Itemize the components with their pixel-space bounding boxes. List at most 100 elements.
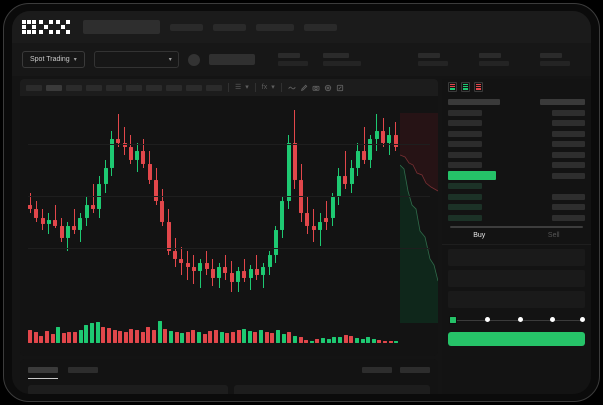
nav-item-2[interactable] — [213, 23, 246, 31]
bottom-action-1[interactable] — [362, 367, 392, 373]
chevron-down-icon: ▾ — [73, 56, 77, 63]
trading-mode-dropdown[interactable]: Spot Trading ▾ — [22, 51, 85, 68]
volume-bar — [78, 330, 83, 343]
search-input[interactable] — [83, 20, 160, 34]
timeframe-button-7[interactable] — [146, 84, 162, 91]
volume-bar — [39, 335, 44, 343]
timeframe-button-4[interactable] — [86, 84, 102, 91]
tab-sell[interactable]: Sell — [547, 232, 560, 239]
volume-bar — [230, 331, 235, 343]
orderbook-row-bid[interactable] — [448, 182, 585, 190]
nav-item-3[interactable] — [256, 23, 294, 31]
orderbook-view-bids-icon[interactable] — [461, 82, 470, 92]
volume-bar — [90, 323, 94, 343]
orderbook-row-ask[interactable] — [448, 151, 585, 159]
orderbook-row-ask[interactable] — [448, 130, 585, 138]
fullscreen-icon[interactable] — [336, 84, 344, 92]
orderbook-row-ask[interactable] — [448, 119, 585, 127]
orderbook-row-header[interactable] — [448, 98, 585, 106]
volume-bar — [191, 330, 196, 343]
ticker-stat-24h-volume — [478, 53, 509, 66]
timeframe-button-5[interactable] — [106, 84, 122, 91]
tab-buy[interactable]: Buy — [473, 232, 486, 239]
orderbook-row-ask[interactable] — [448, 161, 585, 169]
orderbook-price-cell — [448, 109, 482, 116]
orderbook-row-bid[interactable] — [448, 203, 585, 211]
orderbook-view-asks-icon[interactable] — [474, 82, 483, 92]
slider-stop-50[interactable] — [517, 317, 523, 322]
orderbook-trade-panel: Buy Sell — [442, 79, 591, 394]
orderbook-view-both-icon[interactable] — [448, 82, 457, 92]
volume-bar — [219, 332, 224, 343]
volume-bar — [304, 340, 309, 343]
ticker-stat-24h-change — [322, 53, 361, 66]
orderbook-price-cell — [448, 141, 482, 147]
orderbook-rows[interactable] — [442, 95, 591, 222]
orderbook-row-bid[interactable] — [448, 214, 585, 222]
orderbook-price-cell — [448, 193, 482, 200]
volume-bar — [197, 332, 202, 343]
line-wave-icon[interactable] — [288, 84, 296, 92]
slider-stop-25[interactable] — [485, 317, 491, 322]
chevron-down-icon: ▾ — [168, 56, 172, 63]
timeframe-button-6[interactable] — [126, 84, 142, 91]
volume-bar — [360, 338, 365, 343]
top-navigation-bar — [12, 11, 591, 43]
orderbook-last-price-row[interactable] — [448, 171, 585, 180]
timeframe-button-1[interactable] — [26, 84, 42, 91]
orderbook-row-bid[interactable] — [448, 193, 585, 201]
volume-bar — [253, 332, 258, 343]
volume-bar — [56, 327, 61, 343]
timeframe-button-2[interactable] — [46, 84, 62, 91]
volume-bar — [321, 338, 326, 343]
slider-handle[interactable] — [449, 315, 457, 324]
chevron-down-icon[interactable]: ▾ — [271, 84, 275, 91]
volume-bar — [236, 330, 241, 343]
nav-item-4[interactable] — [304, 23, 337, 31]
slider-stop-100[interactable] — [579, 317, 585, 322]
chart-gridline-2 — [28, 196, 430, 197]
order-price-field[interactable] — [448, 248, 585, 266]
timeframe-button-8[interactable] — [166, 84, 182, 91]
volume-bar — [112, 329, 117, 343]
volume-bar — [101, 326, 106, 343]
order-amount-field[interactable] — [448, 269, 585, 287]
settings-gear-icon[interactable] — [324, 84, 332, 92]
tab-order-history[interactable] — [68, 367, 98, 373]
volume-bar — [276, 330, 280, 343]
candlestick-chart[interactable] — [20, 96, 438, 323]
volume-bar — [377, 340, 382, 343]
submit-order-button[interactable] — [448, 331, 585, 346]
timeframe-button-10[interactable] — [206, 84, 222, 91]
pair-selector-dropdown[interactable]: ▾ — [93, 51, 179, 68]
volume-bar — [129, 328, 134, 343]
slider-stop-75[interactable] — [550, 317, 556, 322]
orderbook-price-cell — [448, 183, 482, 189]
orderbook-scrollbar[interactable] — [450, 225, 583, 228]
orderbook-row-ask[interactable] — [448, 109, 585, 117]
timeframe-button-3[interactable] — [66, 84, 82, 91]
orderbook-price-cell — [448, 120, 482, 126]
pair-name-label — [208, 54, 255, 65]
volume-bar — [152, 329, 156, 343]
volume-bar — [44, 330, 49, 343]
timeframe-button-9[interactable] — [186, 84, 202, 91]
toolbar-divider — [254, 83, 256, 92]
order-total-field[interactable] — [448, 290, 585, 308]
order-amount-slider[interactable] — [449, 315, 585, 325]
bottom-action-2[interactable] — [400, 367, 430, 373]
volume-bar — [394, 340, 399, 343]
orderbook-row-ask[interactable] — [448, 140, 585, 148]
nav-item-1[interactable] — [170, 23, 203, 31]
pencil-icon[interactable] — [300, 84, 308, 92]
volume-bar — [281, 334, 286, 343]
candlestick-type-icon[interactable]: ☰ — [235, 84, 242, 91]
orderbook-price-cell — [448, 151, 482, 158]
okx-logo-icon[interactable] — [22, 19, 73, 34]
tab-open-orders[interactable] — [28, 367, 58, 379]
chevron-down-icon[interactable]: ▾ — [245, 84, 249, 91]
indicators-icon[interactable]: fx — [261, 84, 268, 91]
volume-bar — [33, 332, 38, 343]
camera-icon[interactable] — [312, 84, 320, 92]
orders-panel — [20, 359, 438, 394]
